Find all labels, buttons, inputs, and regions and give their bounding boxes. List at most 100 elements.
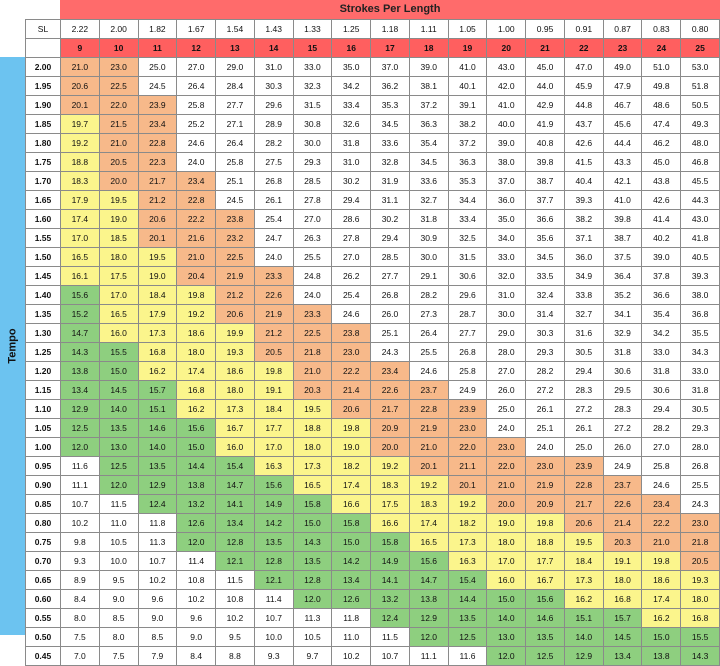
time-cell: 20.5 [98, 152, 139, 172]
time-cell: 28.0 [486, 342, 527, 362]
time-cell: 19.3 [215, 342, 255, 362]
time-cell: 16.8 [680, 608, 720, 628]
time-cell: 35.4 [641, 304, 682, 324]
time-cell: 30.3 [253, 76, 294, 96]
time-cell: 20.0 [486, 494, 527, 514]
time-cell: 11.5 [215, 570, 255, 590]
time-cell: 51.8 [680, 76, 720, 96]
time-cell: 18.3 [370, 475, 410, 495]
time-cell: 33.6 [370, 133, 410, 153]
time-cell: 9.0 [98, 589, 139, 609]
time-cell: 27.1 [215, 114, 255, 134]
time-cell: 18.4 [137, 285, 178, 305]
time-cell: 24.3 [370, 342, 410, 362]
time-cell: 23.4 [370, 361, 410, 381]
time-cell: 21.5 [98, 114, 139, 134]
time-cell: 22.3 [137, 152, 178, 172]
time-cell: 19.0 [331, 437, 372, 457]
time-cell: 14.1 [370, 570, 410, 590]
time-cell: 19.5 [563, 532, 604, 552]
time-cell: 25.2 [176, 114, 217, 134]
time-cell: 23.4 [137, 114, 178, 134]
sl-value: 1.00 [486, 19, 527, 39]
time-cell: 28.7 [447, 304, 488, 324]
time-cell: 41.9 [525, 114, 565, 134]
strokes-header-cell: 16 [331, 38, 372, 58]
time-cell: 22.5 [98, 76, 139, 96]
time-cell: 15.1 [137, 399, 178, 419]
time-cell: 23.0 [98, 57, 139, 77]
time-cell: 27.7 [370, 266, 410, 286]
time-cell: 8.4 [59, 589, 100, 609]
time-cell: 32.0 [486, 266, 527, 286]
tempo-axis: Tempo [0, 57, 25, 635]
time-cell: 17.3 [563, 570, 604, 590]
time-cell: 21.0 [641, 532, 682, 552]
time-cell: 23.9 [137, 95, 178, 115]
time-cell: 20.6 [331, 399, 372, 419]
time-cell: 23.9 [563, 456, 604, 476]
time-cell: 12.8 [292, 570, 333, 590]
time-cell: 10.7 [137, 551, 178, 571]
time-cell: 15.0 [331, 532, 372, 552]
time-cell: 36.0 [563, 247, 604, 267]
time-cell: 34.9 [563, 266, 604, 286]
time-cell: 34.5 [525, 247, 565, 267]
time-cell: 48.6 [641, 95, 682, 115]
time-cell: 29.4 [331, 190, 372, 210]
time-cell: 39.3 [680, 266, 720, 286]
table-row: 0.75 9.8 10.5 11.3 12.0 12.8 13.5 14.3 15.0 15.8 1… [25, 532, 720, 552]
time-cell: 10.5 [98, 532, 139, 552]
time-cell: 34.2 [331, 76, 372, 96]
time-cell: 13.5 [525, 627, 565, 647]
time-cell: 22.8 [176, 190, 217, 210]
time-cell: 39.0 [486, 133, 527, 153]
time-cell: 16.8 [176, 380, 217, 400]
time-cell: 15.7 [137, 380, 178, 400]
strokes-header-cell: 12 [176, 38, 217, 58]
time-cell: 18.8 [292, 418, 333, 438]
time-cell: 49.8 [641, 76, 682, 96]
time-cell: 28.3 [602, 399, 643, 419]
table-row: 0.70 9.3 10.0 10.7 11.4 12.1 12.8 13.5 14.2 14.9 1… [25, 551, 720, 571]
time-cell: 24.0 [253, 247, 294, 267]
strokes-header-cell: 21 [525, 38, 565, 58]
time-cell: 20.5 [680, 551, 720, 571]
time-cell: 37.2 [447, 133, 488, 153]
time-cell: 18.3 [408, 494, 449, 514]
time-cell: 28.5 [292, 171, 333, 191]
time-cell: 9.0 [137, 608, 178, 628]
time-cell: 21.0 [59, 57, 100, 77]
time-cell: 37.0 [486, 171, 527, 191]
time-cell: 24.6 [176, 133, 217, 153]
time-cell: 15.6 [525, 589, 565, 609]
table-row: 0.80 10.2 11.0 11.8 12.6 13.4 14.2 15.0 15.8 16.6… [25, 513, 720, 533]
time-cell: 22.0 [486, 456, 527, 476]
time-cell: 19.3 [680, 570, 720, 590]
time-cell: 31.8 [331, 133, 372, 153]
time-cell: 49.0 [602, 57, 643, 77]
time-cell: 15.2 [59, 304, 100, 324]
time-cell: 23.9 [447, 399, 488, 419]
time-cell: 19.5 [98, 190, 139, 210]
time-cell: 21.0 [408, 437, 449, 457]
time-cell: 36.0 [486, 190, 527, 210]
table-row: 1.85 19.7 21.5 23.4 25.2 27.1 28.9 30.8 32.6 34.5… [25, 114, 720, 134]
time-cell: 12.0 [59, 437, 100, 457]
time-cell: 38.1 [408, 76, 449, 96]
time-cell: 31.8 [408, 209, 449, 229]
time-cell: 11.6 [59, 456, 100, 476]
time-cell: 14.4 [176, 456, 217, 476]
strokes-header-cell: 22 [563, 38, 604, 58]
time-cell: 37.1 [563, 228, 604, 248]
time-cell: 23.0 [525, 456, 565, 476]
table-row: 1.15 13.4 14.5 15.7 16.8 18.0 19.1 20.3 21.4 22.6… [25, 380, 720, 400]
time-cell: 14.5 [98, 380, 139, 400]
time-cell: 30.3 [525, 323, 565, 343]
time-cell: 8.4 [176, 646, 217, 666]
time-cell: 40.8 [525, 133, 565, 153]
time-cell: 30.0 [292, 133, 333, 153]
time-cell: 41.0 [447, 57, 488, 77]
sl-value: 0.80 [680, 19, 720, 39]
time-cell: 26.8 [680, 456, 720, 476]
